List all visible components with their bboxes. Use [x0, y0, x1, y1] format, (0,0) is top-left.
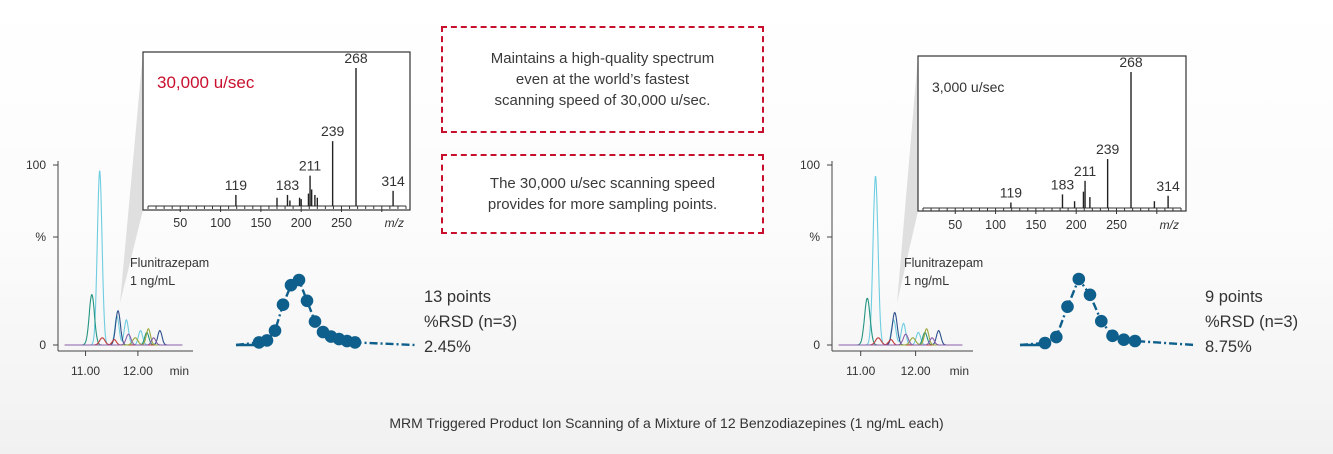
peak-label: 119	[1000, 185, 1023, 201]
sampling-point	[300, 294, 314, 308]
spectrum-tick-label: 50	[948, 218, 962, 232]
y-tick-label: 100	[800, 158, 820, 172]
spectrum-xlabel: m/z	[385, 216, 404, 230]
peak-label: 183	[1051, 176, 1075, 192]
x-tick-label: 12.00	[123, 364, 153, 378]
points-count: 9 points	[1205, 288, 1263, 306]
sampling-point	[348, 336, 362, 349]
scan-speed-title: 3,000 u/sec	[932, 79, 1004, 95]
chromatogram-trace	[838, 311, 963, 346]
spectrum-tick-label: 250	[1106, 218, 1127, 232]
callout-line: even at the world’s fastest	[515, 71, 690, 88]
sampling-point	[1128, 334, 1142, 348]
sampling-callout-box: The 30,000 u/sec scanning speed provides…	[441, 154, 764, 234]
points-count: 13 points	[424, 288, 491, 306]
callout-line: Maintains a high-quality spectrum	[490, 50, 715, 67]
peak-label: 239	[321, 123, 345, 139]
callout-line: provides for more sampling points.	[487, 196, 718, 213]
x-unit-label: min	[170, 364, 189, 378]
sampling-point	[1061, 300, 1074, 314]
sampling-point	[1038, 336, 1052, 350]
spectrum-xlabel: m/z	[1160, 218, 1179, 232]
rsd-label: %RSD (n=3)	[1205, 313, 1298, 331]
spectrum-tick-label: 100	[985, 218, 1006, 232]
chromatogram-trace	[838, 333, 963, 346]
sampling-point	[1072, 272, 1086, 286]
compound-label: Flunitrazepam	[130, 256, 209, 270]
y-tick-label: %	[809, 230, 820, 244]
chromatogram-trace	[64, 333, 183, 346]
sampling-point	[260, 334, 274, 347]
rsd-value: 2.45%	[424, 338, 471, 356]
y-tick-label: 0	[813, 338, 820, 352]
y-tick-label: 0	[39, 338, 46, 352]
sampling-point	[1106, 329, 1119, 343]
scan-speed-title: 30,000 u/sec	[157, 73, 255, 92]
zoom-wedge	[897, 56, 918, 303]
sampling-point	[292, 273, 306, 287]
spectrum-frame	[917, 55, 1187, 212]
spectrum-tick-label: 200	[1066, 218, 1087, 232]
spectrum-tick-label: 250	[331, 216, 352, 230]
peak-label: 211	[299, 158, 322, 174]
x-unit-label: min	[950, 364, 969, 378]
x-tick-label: 11.00	[846, 364, 875, 378]
concentration-label: 1 ng/mL	[904, 274, 949, 288]
peak-label: 119	[225, 177, 248, 193]
callout-line: The 30,000 u/sec scanning speed	[489, 175, 716, 192]
peak-label: 211	[1074, 163, 1097, 179]
rsd-label: %RSD (n=3)	[424, 313, 517, 331]
peak-label: 268	[344, 50, 368, 66]
sampling-point	[1095, 314, 1108, 328]
spectrum-tick-label: 150	[1025, 218, 1046, 232]
speed-callout-box: Maintains a high-quality spectrum even a…	[441, 26, 764, 133]
sampling-point	[1083, 288, 1097, 302]
x-tick-label: 11.00	[71, 364, 100, 378]
sampling-point	[1117, 333, 1131, 347]
spectrum-tick-label: 100	[210, 216, 231, 230]
rsd-value: 8.75%	[1205, 338, 1252, 356]
figure-caption: MRM Triggered Product Ion Scanning of a …	[389, 415, 944, 431]
y-tick-label: 100	[26, 158, 46, 172]
x-tick-label: 12.00	[901, 364, 931, 378]
sampling-point	[1050, 330, 1063, 344]
spectrum-tick-label: 150	[250, 216, 271, 230]
spectrum-frame	[142, 51, 411, 211]
spectrum-tick-label: 200	[291, 216, 312, 230]
concentration-label: 1 ng/mL	[130, 274, 175, 288]
peak-label: 314	[381, 173, 405, 189]
peak-label: 268	[1119, 54, 1143, 70]
callout-line: scanning speed of 30,000 u/sec.	[494, 92, 711, 109]
chromatogram-trace	[64, 309, 183, 346]
spectrum-tick-label: 50	[173, 216, 187, 230]
peak-label: 314	[1156, 178, 1180, 194]
y-tick-label: %	[35, 230, 46, 244]
sampling-point	[308, 315, 322, 328]
peak-label: 239	[1096, 141, 1120, 157]
sampling-point	[276, 298, 290, 312]
compound-label: Flunitrazepam	[904, 256, 983, 270]
sampling-point	[268, 324, 282, 338]
zoom-wedge	[120, 52, 143, 303]
peak-label: 183	[276, 177, 300, 193]
